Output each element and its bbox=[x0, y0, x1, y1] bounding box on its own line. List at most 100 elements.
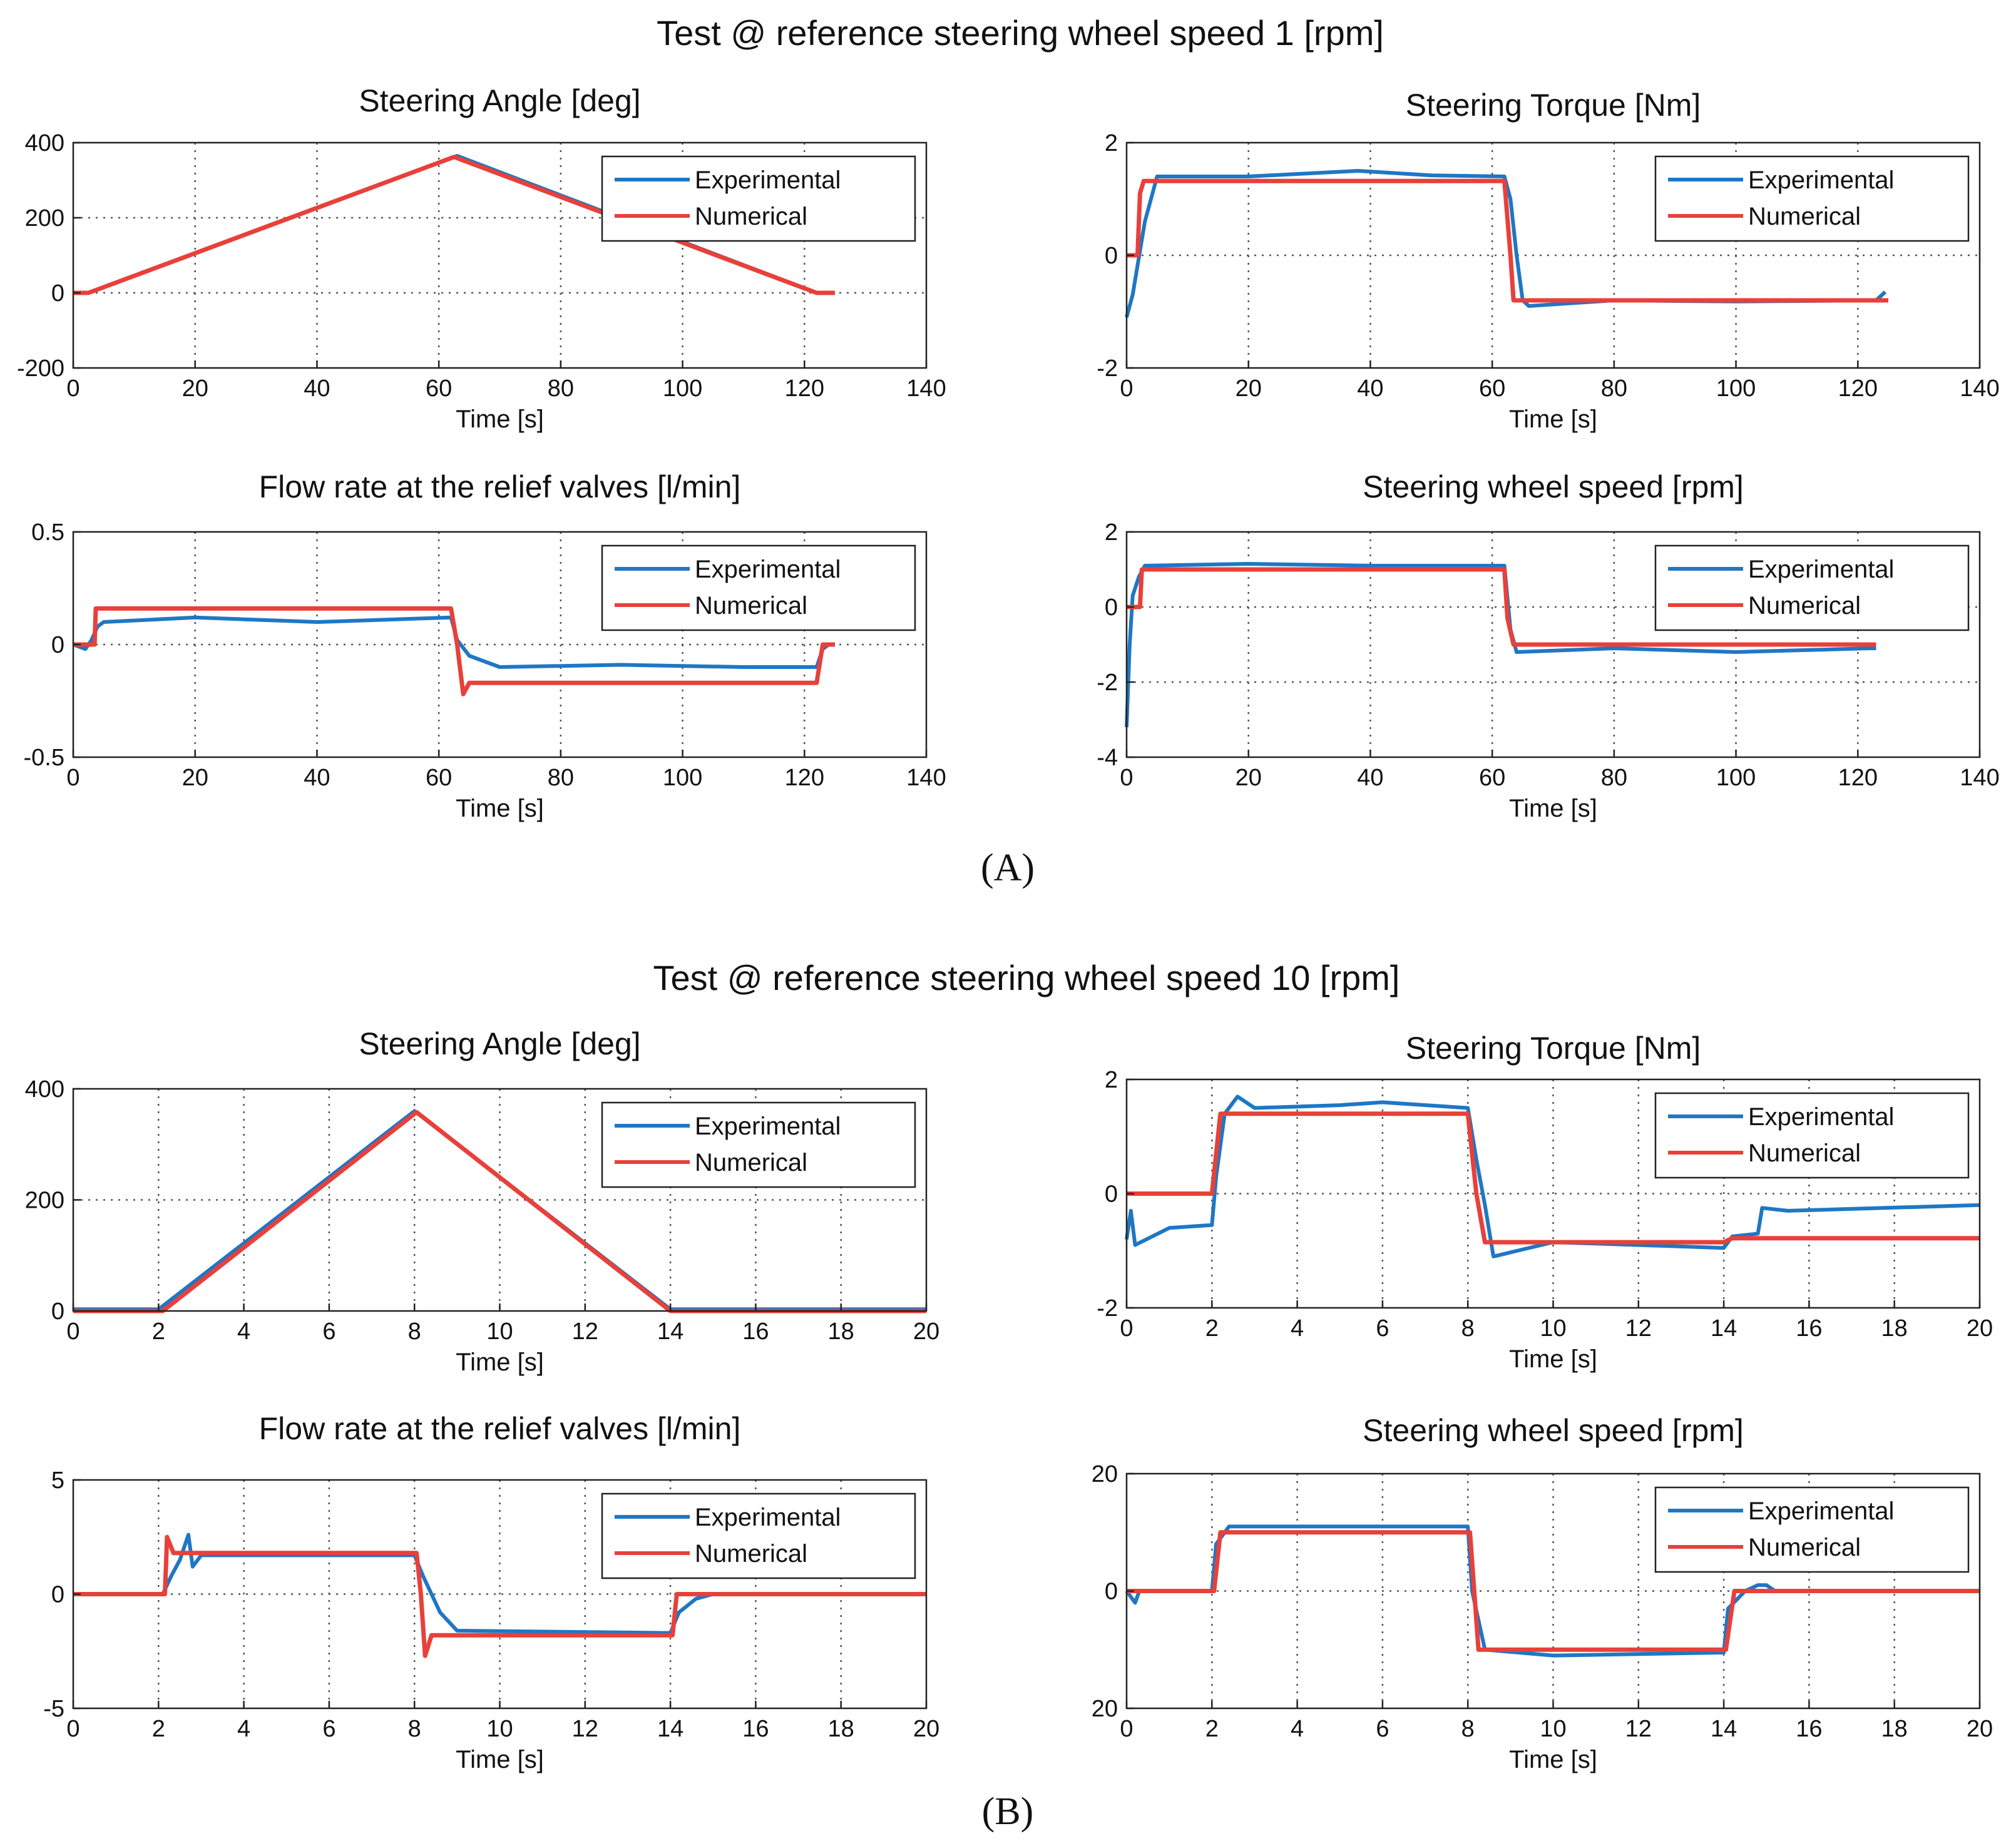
legend-label-experimental: Experimental bbox=[695, 1504, 841, 1531]
x-tick-label: 16 bbox=[1796, 1716, 1822, 1742]
y-tick-label: 400 bbox=[25, 1076, 64, 1103]
legend-label-numerical: Numerical bbox=[695, 592, 807, 620]
x-tick-label: 60 bbox=[426, 375, 452, 402]
y-tick-label: 0 bbox=[51, 632, 64, 658]
x-tick-label: 18 bbox=[828, 1716, 854, 1742]
figure: Test @ reference steering wheel speed 1 … bbox=[0, 0, 2016, 1846]
x-tick-label: 100 bbox=[663, 375, 702, 402]
x-axis-label: Time [s] bbox=[456, 795, 544, 822]
legend-label-experimental: Experimental bbox=[695, 166, 841, 194]
legend-label-numerical: Numerical bbox=[1748, 1534, 1861, 1561]
x-tick-label: 140 bbox=[906, 375, 946, 402]
x-tick-label: 100 bbox=[1716, 765, 1756, 791]
x-tick-label: 2 bbox=[152, 1716, 165, 1742]
x-tick-label: 14 bbox=[1711, 1716, 1737, 1742]
x-tick-label: 2 bbox=[1205, 1716, 1219, 1742]
x-tick-label: 14 bbox=[657, 1318, 683, 1345]
x-tick-label: 8 bbox=[1461, 1315, 1475, 1342]
y-tick-label: -200 bbox=[17, 355, 64, 382]
y-tick-label: 0.5 bbox=[31, 519, 64, 546]
x-tick-label: 10 bbox=[1540, 1315, 1566, 1342]
x-tick-label: 0 bbox=[1120, 375, 1133, 402]
panel-label-a: (A) bbox=[981, 847, 1035, 889]
x-tick-label: 4 bbox=[237, 1716, 250, 1742]
chart-title: Flow rate at the relief valves [l/min] bbox=[259, 1411, 741, 1446]
chart-A4: Steering wheel speed [rpm]0 20 40 60 80 100 12… bbox=[1097, 469, 2000, 822]
x-tick-label: 140 bbox=[906, 765, 946, 791]
y-tick-label: -2 bbox=[1097, 670, 1118, 696]
chart-B4: Steering wheel speed [rpm] 0 2 4 6 8 10 12 14 16 1… bbox=[1092, 1413, 1993, 1773]
x-tick-label: 4 bbox=[1291, 1716, 1304, 1742]
y-tick-label: -5 bbox=[43, 1696, 64, 1722]
x-tick-label: 6 bbox=[1376, 1315, 1389, 1342]
x-tick-label: 6 bbox=[322, 1318, 335, 1345]
legend-label-experimental: Experimental bbox=[1748, 166, 1894, 194]
x-tick-label: 0 bbox=[1120, 1315, 1133, 1342]
x-tick-label: 12 bbox=[1625, 1315, 1652, 1342]
chart-A2: Steering Torque [Nm]0 20 40 60 80 100 120 140-2… bbox=[1097, 88, 2000, 433]
y-tick-label: 0 bbox=[51, 1582, 64, 1608]
legend: Experimental Numerical bbox=[602, 546, 915, 630]
x-tick-label: 2 bbox=[152, 1318, 165, 1345]
legend: Experimental Numerical bbox=[1655, 546, 1968, 630]
x-tick-label: 80 bbox=[548, 375, 574, 402]
x-tick-label: 80 bbox=[1601, 375, 1627, 402]
x-tick-label: 8 bbox=[1461, 1716, 1475, 1742]
legend: Experimental Numerical bbox=[602, 1494, 915, 1578]
y-tick-label: -2 bbox=[1097, 355, 1118, 382]
legend-label-numerical: Numerical bbox=[695, 1540, 807, 1568]
x-tick-label: 10 bbox=[486, 1716, 513, 1742]
x-tick-label: 20 bbox=[1967, 1716, 1993, 1742]
x-tick-label: 0 bbox=[66, 1716, 79, 1742]
legend: Experimental Numerical bbox=[602, 1103, 915, 1187]
chart-title: Steering Angle [deg] bbox=[359, 83, 640, 118]
x-tick-label: 120 bbox=[1838, 765, 1878, 791]
x-tick-label: 20 bbox=[1236, 375, 1262, 402]
x-tick-label: 16 bbox=[742, 1716, 769, 1742]
x-tick-label: 60 bbox=[426, 765, 452, 791]
x-axis-label: Time [s] bbox=[456, 1746, 544, 1773]
x-tick-label: 14 bbox=[657, 1716, 683, 1742]
x-tick-label: 40 bbox=[304, 765, 330, 791]
chart-A3: Flow rate at the relief valves [l/min] 0 2… bbox=[24, 469, 946, 822]
x-tick-label: 140 bbox=[1960, 765, 1999, 791]
chart-B3: Flow rate at the relief valves [l/min] 0 2… bbox=[43, 1411, 939, 1773]
y-tick-label: 0 bbox=[51, 280, 64, 307]
x-tick-label: 80 bbox=[1601, 765, 1627, 791]
y-tick-label: 2 bbox=[1105, 1067, 1118, 1093]
y-tick-label: 20 bbox=[1092, 1696, 1118, 1722]
y-tick-label: 0 bbox=[1105, 594, 1118, 621]
chart-title: Steering Torque [Nm] bbox=[1406, 1031, 1701, 1066]
x-tick-label: 20 bbox=[913, 1716, 939, 1742]
x-tick-label: 12 bbox=[1625, 1716, 1652, 1742]
figure-title-b: Test @ reference steering wheel speed 10… bbox=[653, 958, 1399, 997]
x-tick-label: 18 bbox=[1881, 1716, 1908, 1742]
x-tick-label: 100 bbox=[1716, 375, 1756, 402]
x-tick-label: 16 bbox=[1796, 1315, 1822, 1342]
x-tick-label: 10 bbox=[486, 1318, 513, 1345]
legend-label-numerical: Numerical bbox=[1748, 1140, 1861, 1167]
chart-title: Steering wheel speed [rpm] bbox=[1363, 469, 1744, 504]
legend: Experimental Numerical bbox=[1655, 156, 1968, 241]
x-tick-label: 6 bbox=[322, 1716, 335, 1742]
x-tick-label: 4 bbox=[1291, 1315, 1304, 1342]
x-tick-label: 80 bbox=[548, 765, 574, 791]
x-tick-label: 20 bbox=[913, 1318, 939, 1345]
chart-B1: Steering Angle [deg]0 2 4 6 8 10 12 14 16 18 20020… bbox=[25, 1026, 940, 1376]
y-tick-label: -0.5 bbox=[24, 745, 64, 771]
x-tick-label: 0 bbox=[66, 765, 79, 791]
legend-label-numerical: Numerical bbox=[1748, 203, 1861, 230]
y-tick-label: 200 bbox=[25, 1188, 64, 1214]
legend-label-numerical: Numerical bbox=[1748, 592, 1861, 620]
x-axis-label: Time [s] bbox=[1509, 795, 1597, 822]
legend-label-numerical: Numerical bbox=[695, 1149, 807, 1176]
x-tick-label: 8 bbox=[408, 1318, 421, 1345]
x-tick-label: 60 bbox=[1479, 765, 1505, 791]
x-tick-label: 120 bbox=[785, 375, 824, 402]
legend-label-experimental: Experimental bbox=[1748, 556, 1894, 583]
x-tick-label: 20 bbox=[182, 375, 208, 402]
legend: Experimental Numerical bbox=[602, 156, 915, 241]
panel-label-b: (B) bbox=[982, 1790, 1034, 1833]
x-tick-label: 120 bbox=[785, 765, 824, 791]
x-axis-label: Time [s] bbox=[456, 1349, 544, 1376]
